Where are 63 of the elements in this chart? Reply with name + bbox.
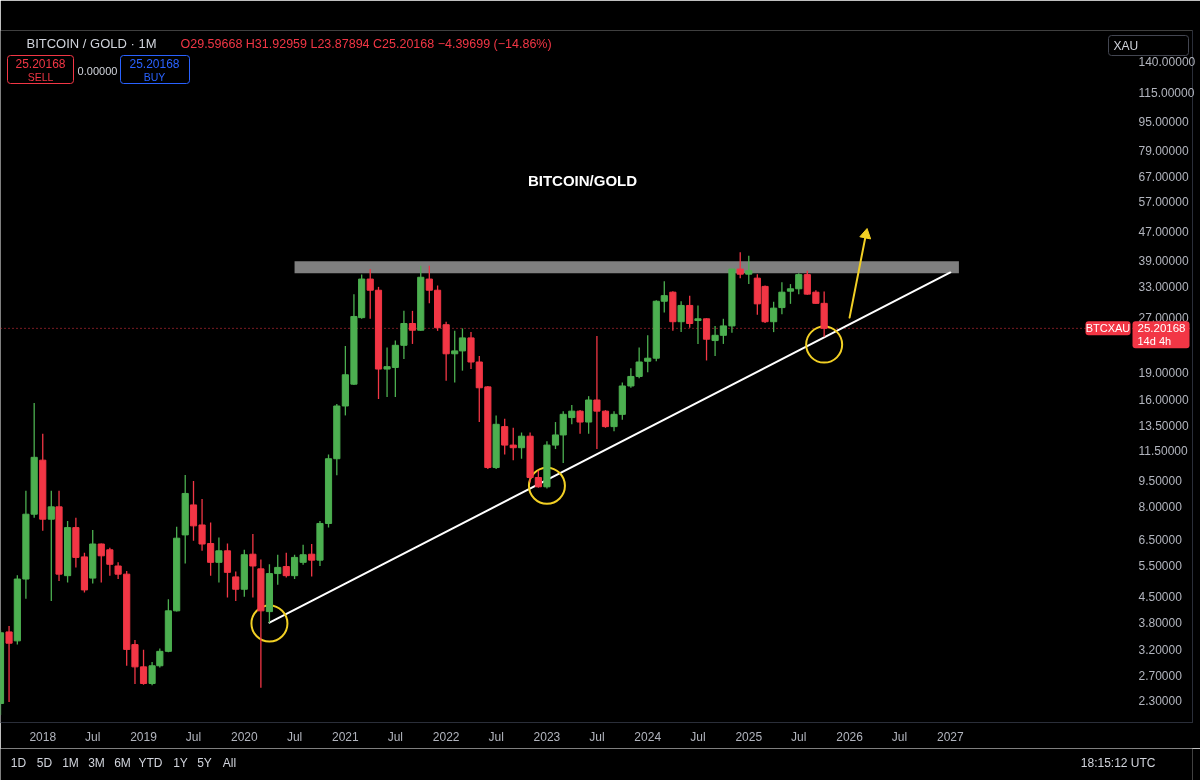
y-tick-label: 5.50000 — [1138, 558, 1183, 573]
x-tick-label: Jul — [690, 729, 706, 744]
annotation: 25.20168 — [1137, 322, 1186, 335]
text: 3M — [88, 755, 105, 770]
y-tick-label: 4.50000 — [1138, 589, 1183, 604]
x-tick-label: Jul — [791, 729, 807, 744]
x-tick-label: 2026 — [836, 729, 864, 744]
text: 1Y — [173, 755, 188, 770]
x-tick-label: 2021 — [332, 729, 360, 744]
annotation: 0.00000 — [77, 64, 118, 77]
annotation: SELL — [27, 70, 54, 83]
x-tick-label: Jul — [589, 729, 605, 744]
y-tick-label: 140.00000 — [1138, 55, 1196, 70]
y-tick-label: 47.00000 — [1138, 224, 1189, 239]
x-tick-label: 2024 — [634, 729, 662, 744]
y-tick-label: 8.00000 — [1138, 500, 1183, 515]
x-tick-label: Jul — [387, 729, 404, 744]
y-tick-label: 57.00000 — [1138, 194, 1189, 209]
y-tick-label: 9.50000 — [1138, 473, 1183, 488]
x-tick-label: 2019 — [130, 729, 158, 744]
x-tick-label: Jul — [185, 729, 202, 744]
y-tick-label: 19.00000 — [1138, 365, 1189, 380]
y-tick-label: 2.70000 — [1138, 669, 1183, 684]
x-tick-label: 2027 — [937, 729, 965, 744]
x-tick-label: Jul — [891, 729, 908, 744]
text: All — [222, 755, 237, 770]
y-tick-label: 11.50000 — [1138, 443, 1188, 458]
annotation: 25.20168 — [129, 57, 180, 71]
y-tick-label: 115.00000 — [1138, 85, 1195, 100]
x-tick-label: 2018 — [29, 729, 57, 744]
x-tick-label: 2020 — [230, 729, 258, 744]
annotation: 14d 4h — [1137, 335, 1172, 348]
text: YTD — [138, 755, 163, 770]
y-tick-label: 6.50000 — [1138, 532, 1183, 547]
y-tick-label: 79.00000 — [1138, 144, 1189, 159]
text: 5D — [36, 755, 53, 770]
y-tick-label: 2.30000 — [1138, 694, 1183, 709]
y-tick-label: 3.20000 — [1138, 642, 1183, 657]
x-tick-label: Jul — [488, 729, 504, 744]
x-tick-label: Jul — [85, 729, 101, 744]
x-tick-label: Jul — [286, 729, 303, 744]
y-tick-label: 13.50000 — [1138, 418, 1189, 433]
y-tick-label: 16.00000 — [1138, 392, 1189, 407]
y-tick-label: 39.00000 — [1138, 253, 1189, 268]
text: 6M — [114, 755, 131, 770]
text: 5Y — [197, 755, 212, 770]
text: 18:15:12 UTC — [1080, 755, 1156, 770]
y-tick-label: 3.80000 — [1138, 616, 1183, 631]
annotation: BUY — [143, 70, 166, 83]
y-tick-label: 33.00000 — [1138, 279, 1189, 294]
x-tick-label: 2025 — [735, 729, 763, 744]
y-tick-label: 95.00000 — [1138, 115, 1189, 130]
y-axis-title: XAU — [1113, 38, 1139, 53]
annotation: 25.20168 — [15, 57, 66, 71]
y-tick-label: 67.00000 — [1138, 169, 1189, 184]
ref-line-label: BTCXAU — [1085, 322, 1131, 335]
x-tick-label: 2023 — [533, 729, 561, 744]
x-tick-label: 2022 — [432, 729, 460, 744]
chart-subtitle: BITCOIN / GOLD · 1M — [26, 36, 157, 51]
text: 1D — [10, 755, 27, 770]
text: BITCOIN/GOLD — [527, 172, 638, 189]
annotation: O29.59668 H31.92959 L23.87894 C25.20168 −4.39699 (−14.86%) — [180, 36, 552, 51]
text: 1M — [62, 755, 79, 770]
